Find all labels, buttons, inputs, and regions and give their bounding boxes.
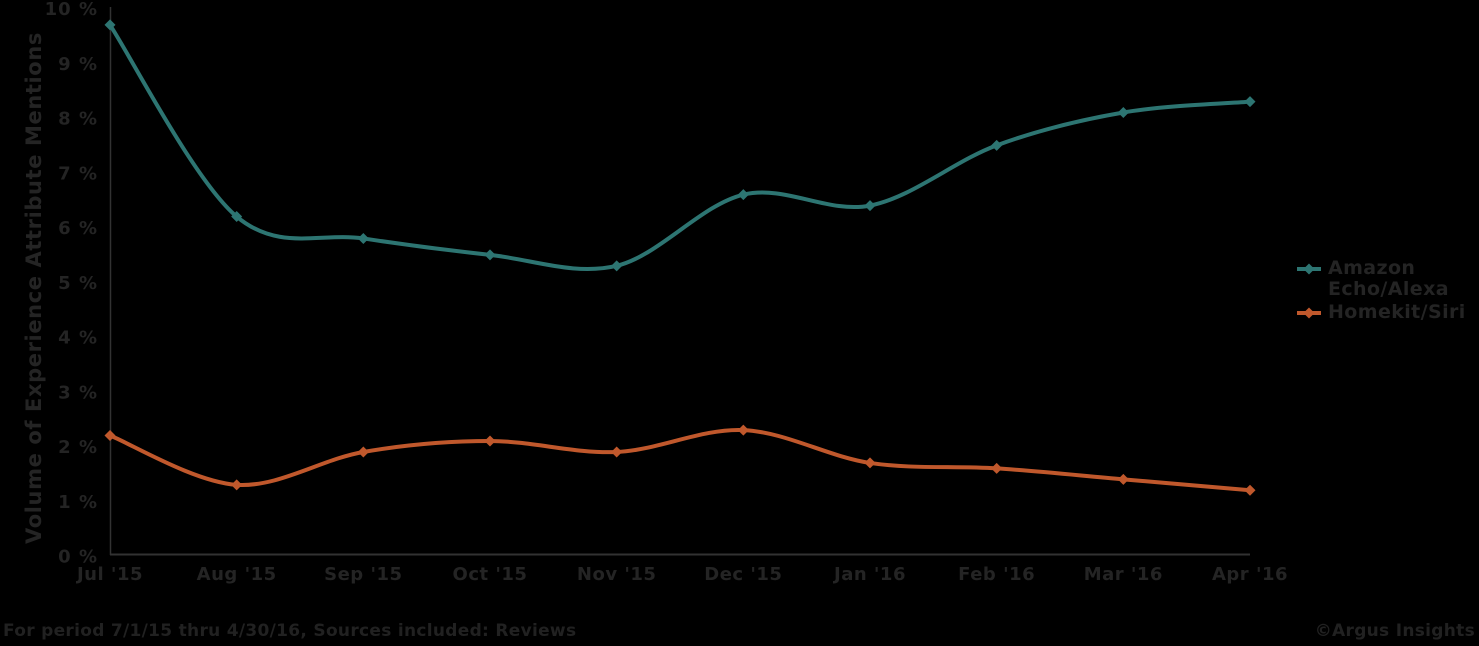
series-marker-homekit-siri[interactable] [1244, 484, 1256, 496]
series-marker-amazon-echo-alexa[interactable] [1244, 96, 1256, 108]
x-tick-label: Dec '15 [704, 564, 782, 585]
y-tick-label: 0 % [58, 547, 98, 568]
x-tick-label: Jan '16 [832, 564, 906, 585]
x-tick-label: Sep '15 [324, 564, 402, 585]
footer-note: For period 7/1/15 thru 4/30/16, Sources … [3, 621, 577, 641]
series-marker-homekit-siri[interactable] [864, 457, 876, 469]
series-marker-amazon-echo-alexa[interactable] [991, 139, 1003, 151]
series-line-homekit-siri [108, 428, 1252, 493]
y-tick-label: 10 % [45, 0, 98, 20]
y-tick-label: 3 % [58, 382, 98, 403]
series-marker-homekit-siri[interactable] [737, 424, 749, 436]
y-tick-label: 6 % [58, 218, 98, 239]
axis-tick-labels: 0 % 1 % 2 % 3 % 4 % 5 % 6 % 7 % 8 % 9 % 10 % Jul '1… [45, 0, 1288, 585]
legend-marker-icon [1297, 263, 1321, 275]
legend-marker-icon [1297, 307, 1321, 319]
series-marker-homekit-siri[interactable] [1117, 473, 1129, 485]
x-tick-label: Oct '15 [453, 564, 528, 585]
legend-item[interactable]: Homekit/Siri [1296, 301, 1466, 323]
series-marker-amazon-echo-alexa[interactable] [357, 232, 369, 244]
series-lines [104, 19, 1256, 496]
series-marker-homekit-siri[interactable] [357, 446, 369, 458]
copyright-credit: ©Argus Insights [1314, 621, 1475, 641]
series-marker-amazon-echo-alexa[interactable] [737, 189, 749, 201]
y-tick-label: 7 % [58, 163, 98, 184]
y-tick-label: 2 % [58, 437, 98, 458]
series-marker-homekit-siri[interactable] [231, 479, 243, 491]
y-tick-label: 5 % [58, 273, 98, 294]
series-marker-amazon-echo-alexa[interactable] [1117, 107, 1129, 119]
legend-item[interactable]: Amazon Echo/Alexa [1296, 257, 1449, 300]
series-marker-homekit-siri[interactable] [104, 430, 116, 442]
legend-item-label: Homekit/Siri [1328, 301, 1466, 323]
series-marker-homekit-siri[interactable] [611, 446, 623, 458]
x-tick-label: Jul '15 [75, 564, 143, 585]
series-marker-homekit-siri[interactable] [991, 462, 1003, 474]
x-tick-label: Feb '16 [958, 564, 1035, 585]
x-tick-label: Aug '15 [197, 564, 277, 585]
y-tick-label: 9 % [58, 54, 98, 75]
series-marker-amazon-echo-alexa[interactable] [231, 211, 243, 223]
y-tick-label: 8 % [58, 109, 98, 130]
series-marker-amazon-echo-alexa[interactable] [611, 260, 623, 272]
series-marker-homekit-siri[interactable] [484, 435, 496, 447]
legend-item-label: Amazon Echo/Alexa [1328, 257, 1449, 300]
y-tick-label: 1 % [58, 492, 98, 513]
series-line-amazon-echo-alexa [108, 22, 1252, 271]
axes [109, 7, 1250, 556]
y-axis-title: Volume of Experience Attribute Mentions [22, 32, 46, 544]
x-tick-label: Nov '15 [577, 564, 657, 585]
series-marker-amazon-echo-alexa[interactable] [864, 200, 876, 212]
x-tick-label: Mar '16 [1084, 564, 1163, 585]
legend: Amazon Echo/Alexa Homekit/Siri [1296, 257, 1466, 323]
series-marker-amazon-echo-alexa[interactable] [104, 19, 116, 31]
x-tick-label: Apr '16 [1212, 564, 1288, 585]
y-tick-label: 4 % [58, 328, 98, 349]
series-marker-amazon-echo-alexa[interactable] [484, 249, 496, 261]
